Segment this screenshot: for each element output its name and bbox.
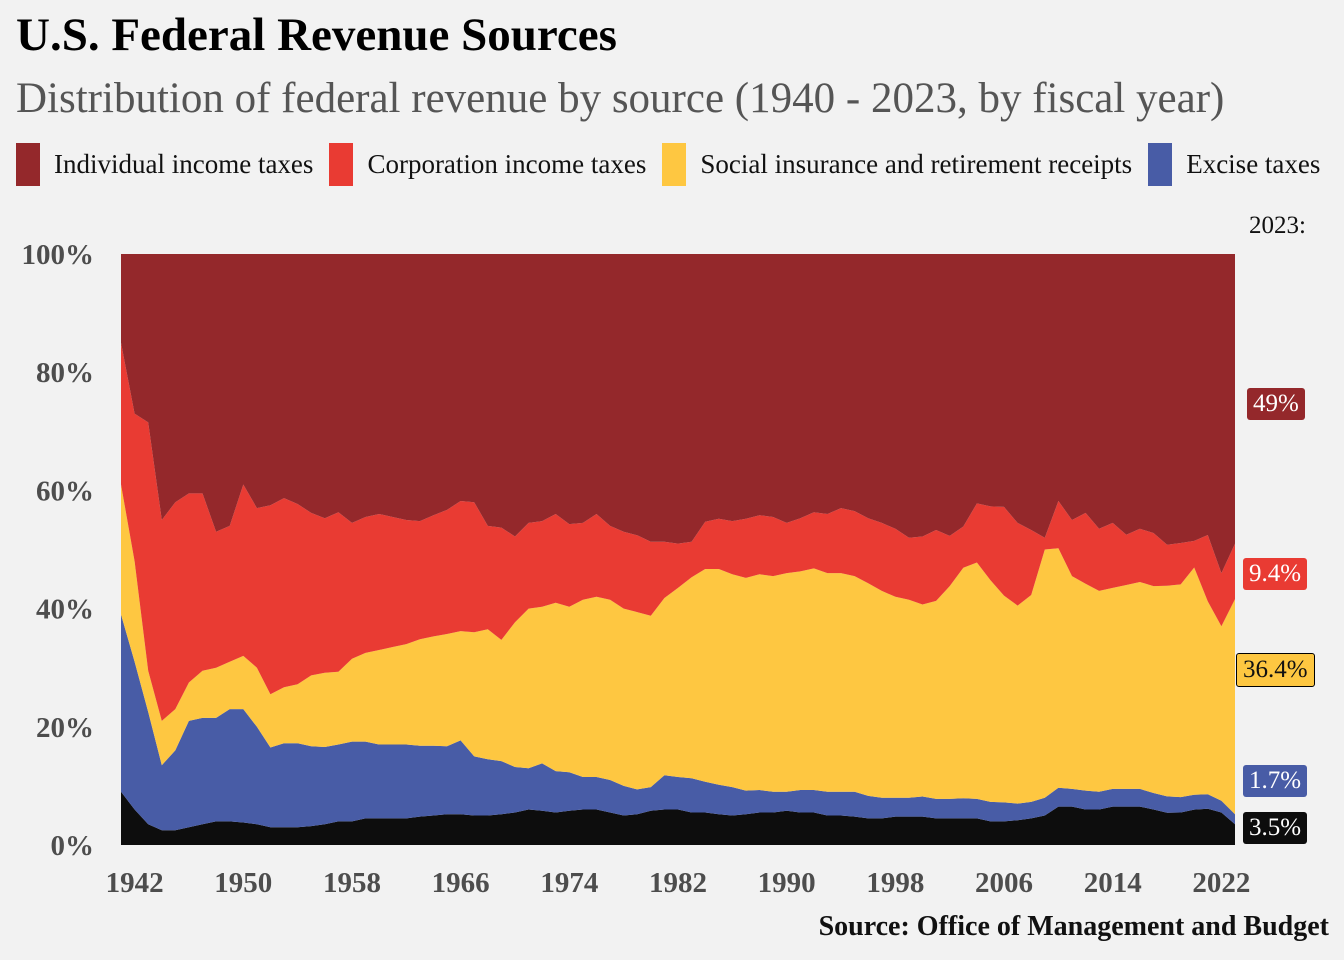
legend-swatch-individual [16, 142, 40, 186]
y-tick-label: 20% [36, 712, 94, 744]
area-individual [121, 254, 1235, 574]
y-axis-ticks: 0% 20% 40% 60% 80% 100% [22, 239, 95, 862]
x-tick-label: 1942 [106, 867, 164, 899]
area-social [121, 484, 1235, 815]
y-tick-label: 0% [51, 830, 95, 862]
legend: Individual income taxes Corporation inco… [16, 142, 1336, 186]
area-excise [121, 614, 1235, 831]
area-other [121, 791, 1235, 845]
legend-item-excise: Excise taxes [1148, 142, 1321, 186]
end-year-label: 2023: [1249, 212, 1306, 239]
x-tick-label: 1958 [323, 867, 381, 899]
x-tick-label: 1990 [758, 867, 816, 899]
x-tick-label: 1950 [214, 867, 272, 899]
legend-label: Excise taxes [1186, 148, 1321, 179]
x-tick-label: 1974 [540, 867, 598, 899]
legend-swatch-corporation [329, 142, 354, 186]
x-tick-label: 1982 [649, 867, 707, 899]
legend-item-social: Social insurance and retirement receipts [662, 142, 1133, 186]
legend-label: Social insurance and retirement receipts [700, 148, 1133, 179]
chart-subtitle: Distribution of federal revenue by sourc… [16, 75, 1225, 122]
legend-label: Corporation income taxes [367, 148, 647, 179]
end-label-excise: 1.7% [1243, 765, 1308, 797]
x-axis-ticks: 1942 1950 1958 1966 1974 1982 1990 1998 2006 2014… [106, 867, 1251, 899]
x-tick-label: 1998 [866, 867, 924, 899]
end-label-social: 36.4% [1236, 653, 1315, 687]
x-tick-label: 2006 [975, 867, 1033, 899]
area-layers [121, 254, 1235, 845]
source-note: Source: Office of Management and Budget [818, 911, 1329, 942]
x-tick-label: 2014 [1084, 867, 1142, 899]
x-tick-label: 2022 [1192, 867, 1250, 899]
area-corporation [121, 342, 1235, 721]
end-label-other: 3.5% [1243, 812, 1308, 844]
end-label-corporation: 9.4% [1243, 558, 1308, 590]
chart-title: U.S. Federal Revenue Sources [16, 9, 617, 61]
y-tick-label: 40% [36, 594, 94, 626]
end-label-individual: 49% [1247, 388, 1305, 420]
y-tick-label: 60% [36, 475, 94, 507]
y-tick-label: 80% [36, 357, 94, 389]
x-tick-label: 1966 [432, 867, 490, 899]
legend-label: Individual income taxes [54, 148, 314, 179]
legend-item-corporation: Corporation income taxes [329, 142, 647, 186]
legend-swatch-social [662, 142, 687, 186]
legend-item-individual: Individual income taxes [16, 142, 314, 186]
legend-swatch-excise [1148, 142, 1173, 186]
y-tick-label: 100% [22, 239, 95, 271]
